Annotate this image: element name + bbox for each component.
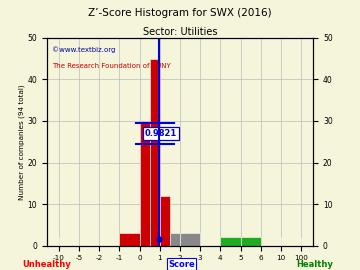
Text: 0.9821: 0.9821 <box>145 129 177 138</box>
Y-axis label: Number of companies (94 total): Number of companies (94 total) <box>18 84 24 200</box>
Text: Score: Score <box>168 260 195 269</box>
Bar <box>140 121 150 246</box>
Bar <box>120 233 140 246</box>
Text: The Research Foundation of SUNY: The Research Foundation of SUNY <box>52 63 171 69</box>
Text: Z’-Score Histogram for SWX (2016): Z’-Score Histogram for SWX (2016) <box>88 8 272 18</box>
Bar <box>150 59 160 246</box>
Text: Sector: Utilities: Sector: Utilities <box>143 27 217 37</box>
Bar <box>220 237 240 246</box>
Text: ©www.textbiz.org: ©www.textbiz.org <box>52 46 116 53</box>
Text: Unhealthy: Unhealthy <box>22 260 71 269</box>
Bar <box>170 233 180 246</box>
Bar <box>160 196 170 246</box>
Text: Healthy: Healthy <box>297 260 333 269</box>
Bar <box>240 237 261 246</box>
Bar <box>180 233 200 246</box>
